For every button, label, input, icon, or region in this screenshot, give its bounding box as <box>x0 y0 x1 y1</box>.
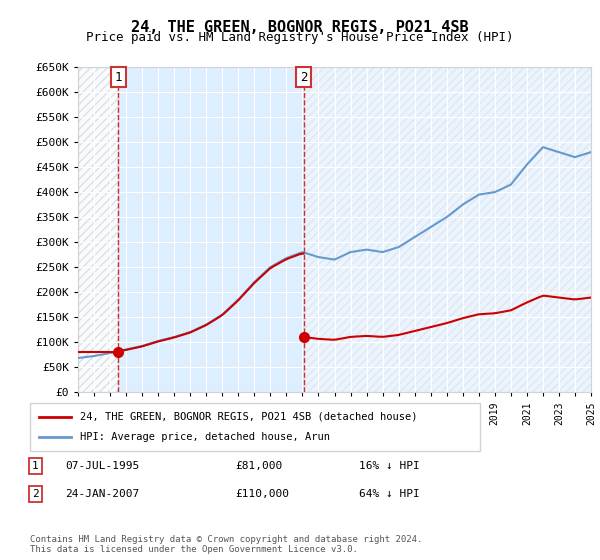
Text: 64% ↓ HPI: 64% ↓ HPI <box>359 489 420 499</box>
Text: 07-JUL-1995: 07-JUL-1995 <box>65 461 139 471</box>
Text: Price paid vs. HM Land Registry's House Price Index (HPI): Price paid vs. HM Land Registry's House … <box>86 31 514 44</box>
Text: Contains HM Land Registry data © Crown copyright and database right 2024.
This d: Contains HM Land Registry data © Crown c… <box>30 535 422 554</box>
Text: HPI: Average price, detached house, Arun: HPI: Average price, detached house, Arun <box>79 432 329 442</box>
Text: 2: 2 <box>300 71 307 83</box>
Bar <box>304 67 591 392</box>
Text: £81,000: £81,000 <box>235 461 283 471</box>
Text: 1: 1 <box>115 71 122 83</box>
Bar <box>78 67 118 392</box>
Text: 2: 2 <box>32 489 39 499</box>
Text: 1: 1 <box>32 461 39 471</box>
Text: 24-JAN-2007: 24-JAN-2007 <box>65 489 139 499</box>
Text: 24, THE GREEN, BOGNOR REGIS, PO21 4SB (detached house): 24, THE GREEN, BOGNOR REGIS, PO21 4SB (d… <box>79 412 417 422</box>
FancyBboxPatch shape <box>30 403 480 451</box>
Bar <box>78 67 118 392</box>
Text: 24, THE GREEN, BOGNOR REGIS, PO21 4SB: 24, THE GREEN, BOGNOR REGIS, PO21 4SB <box>131 20 469 35</box>
Text: 16% ↓ HPI: 16% ↓ HPI <box>359 461 420 471</box>
Text: £110,000: £110,000 <box>235 489 289 499</box>
